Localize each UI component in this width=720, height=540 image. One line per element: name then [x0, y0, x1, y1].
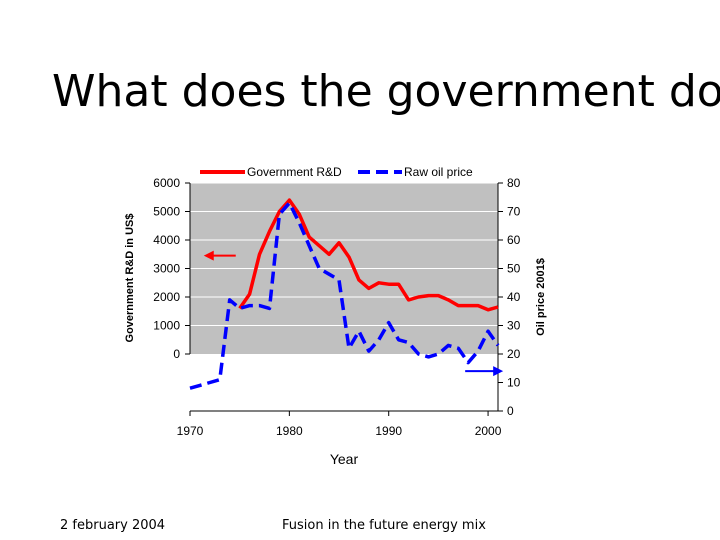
- right-tick-label: 0: [507, 404, 514, 418]
- right-tick-label: 60: [507, 233, 521, 247]
- left-tick-labels: 0 1000 2000 3000 4000 5000 6000: [153, 176, 190, 361]
- left-tick-label: 2000: [153, 290, 180, 304]
- left-tick-label: 0: [173, 347, 180, 361]
- left-axis-label: Government R&D in US$: [124, 214, 136, 343]
- left-tick-label: 6000: [153, 176, 180, 190]
- left-tick-label: 1000: [153, 319, 180, 333]
- left-tick-label: 4000: [153, 233, 180, 247]
- x-tick-label: 1970: [177, 424, 204, 438]
- legend-label-rd: Government R&D: [247, 165, 342, 179]
- right-tick-label: 20: [507, 347, 521, 361]
- footer-date: 2 february 2004: [60, 518, 166, 533]
- series-layer: [189, 198, 500, 390]
- x-axis-label: Year: [330, 451, 359, 467]
- arrow-left-head: [203, 250, 214, 261]
- x-tick-label: 2000: [475, 424, 502, 438]
- series-line-rd: [238, 198, 499, 312]
- right-axis-label: Oil price 2001$: [535, 258, 547, 336]
- slide-title: What does the government do?: [52, 66, 720, 117]
- annotation-arrows: [203, 250, 504, 377]
- left-tick-label: 5000: [153, 205, 180, 219]
- x-tick-label: 1990: [375, 424, 402, 438]
- right-tick-label: 70: [507, 205, 521, 219]
- right-tick-label: 50: [507, 262, 521, 276]
- right-tick-labels: 0 10 20 30 40 50 60 70 80: [498, 176, 521, 418]
- legend-label-oil: Raw oil price: [404, 165, 473, 179]
- footer-topic: Fusion in the future energy mix: [282, 518, 486, 533]
- left-tick-label: 3000: [153, 262, 180, 276]
- series-line-oil: [189, 201, 500, 390]
- right-tick-label: 10: [507, 376, 521, 390]
- right-tick-label: 80: [507, 176, 521, 190]
- right-tick-label: 30: [507, 319, 521, 333]
- right-tick-label: 40: [507, 290, 521, 304]
- x-tick-labels: 1970 1980 1990 2000: [177, 411, 502, 438]
- legend: Government R&D Raw oil price: [200, 165, 473, 179]
- x-tick-label: 1980: [276, 424, 303, 438]
- arrow-right-head: [493, 366, 504, 377]
